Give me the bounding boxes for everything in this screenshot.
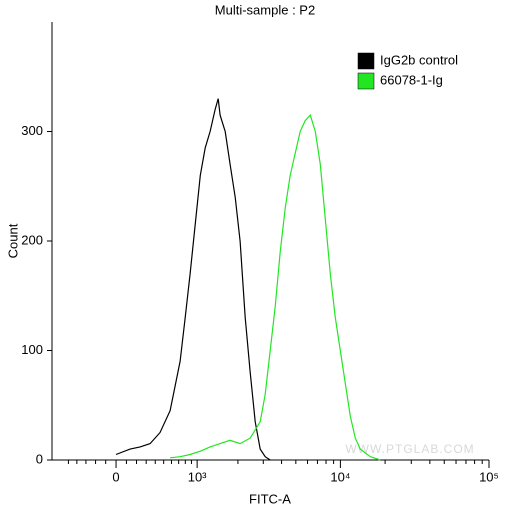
x-tick-label: 10⁵ xyxy=(479,469,499,484)
y-tick-label: 100 xyxy=(21,342,43,357)
legend-label: IgG2b control xyxy=(380,52,458,67)
watermark: WWW.PTGLAB.COM xyxy=(345,442,474,456)
y-tick-label: 200 xyxy=(21,232,43,247)
y-tick-label: 300 xyxy=(21,123,43,138)
legend-swatch xyxy=(357,52,375,70)
x-tick-label: 0 xyxy=(112,469,119,484)
histogram-line xyxy=(170,113,381,461)
chart-title: Multi-sample : P2 xyxy=(215,2,315,17)
histogram-line xyxy=(115,98,271,461)
y-axis-label: Count xyxy=(5,223,20,258)
y-tick-label: 0 xyxy=(36,451,43,466)
x-axis-label: FITC-A xyxy=(249,491,291,506)
x-tick-label: 10⁴ xyxy=(330,469,350,484)
x-tick-label: 10³ xyxy=(188,469,207,484)
legend-swatch xyxy=(357,72,375,90)
legend-label: 66078-1-Ig xyxy=(380,72,443,87)
